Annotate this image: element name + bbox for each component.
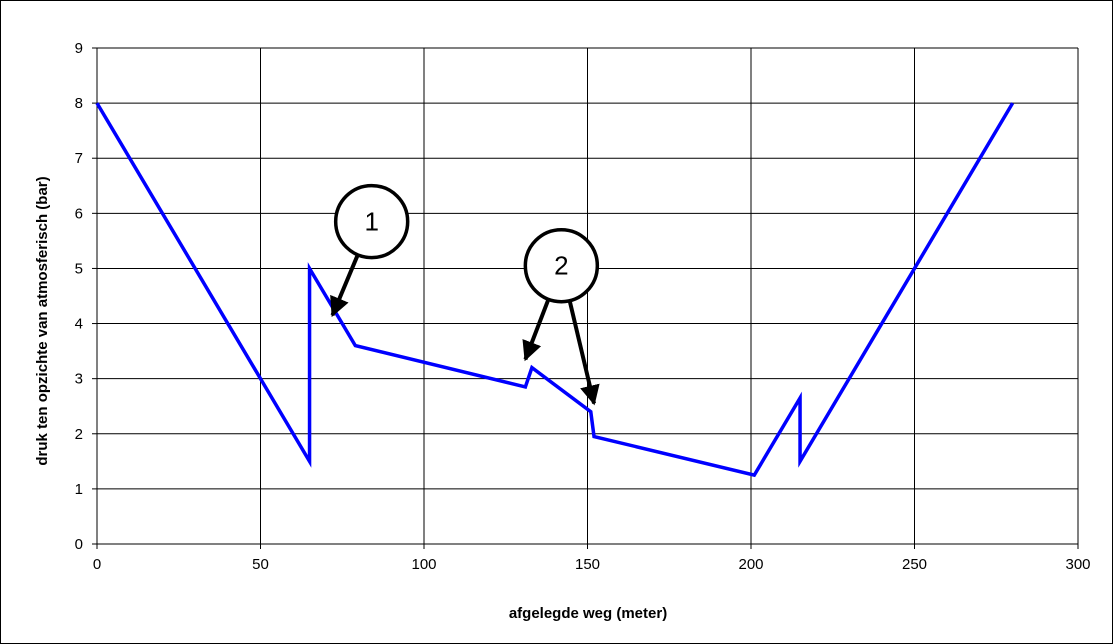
y-tick-label: 6 [75, 205, 83, 222]
annotations: 12 [330, 183, 600, 406]
y-tick-label: 0 [75, 536, 83, 553]
x-tick-label: 0 [93, 556, 101, 573]
grid [97, 47, 1079, 544]
annotation-circle [333, 183, 410, 260]
y-tick-label: 1 [75, 481, 83, 498]
annotation-label: 2 [554, 251, 568, 281]
annotation-arrow [567, 300, 600, 406]
x-axis-title: afgelegde weg (meter) [509, 605, 667, 622]
annotation-circle [523, 227, 600, 304]
y-tick-label: 4 [75, 316, 83, 333]
y-axis-title: druk ten opzichte van atmosferisch (bar) [34, 176, 51, 465]
y-tick-label: 7 [75, 150, 83, 167]
x-tick-label: 300 [1065, 556, 1090, 573]
y-tick-label: 2 [75, 426, 83, 443]
series-layer [95, 102, 1015, 478]
y-tick-label: 5 [75, 260, 83, 277]
annotation-label: 1 [364, 207, 378, 237]
annotation-arrow [330, 254, 360, 318]
series-line [95, 102, 1015, 478]
x-tick-label: 150 [575, 556, 600, 573]
y-tick-label: 9 [75, 40, 83, 57]
y-tick-label: 3 [75, 371, 83, 388]
x-tick-label: 100 [411, 556, 436, 573]
x-tick-label: 50 [252, 556, 269, 573]
y-tick-label: 8 [75, 95, 83, 112]
x-tick-label: 200 [738, 556, 763, 573]
x-tick-label: 250 [902, 556, 927, 573]
annotation-arrow [522, 298, 551, 362]
